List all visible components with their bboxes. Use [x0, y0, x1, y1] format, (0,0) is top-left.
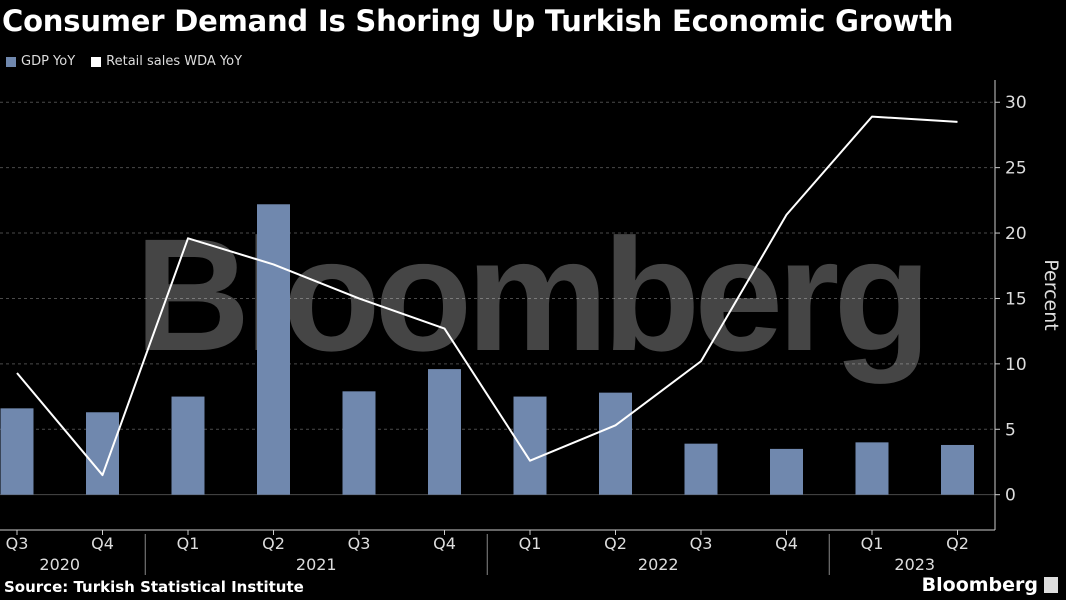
gdp-bar — [855, 442, 889, 495]
gdp-bar — [257, 204, 290, 495]
legend-label-gdp: GDP YoY — [21, 54, 76, 69]
y-tick-label: 10 — [1005, 355, 1027, 375]
source-note: Source: Turkish Statistical Institute — [4, 578, 304, 596]
y-tick-label: 5 — [1005, 420, 1016, 440]
gdp-bar — [86, 412, 119, 495]
retail-sales-line — [16, 115, 958, 477]
y-axis-label: Percent — [1040, 259, 1062, 331]
chart-title: Consumer Demand Is Shoring Up Turkish Ec… — [2, 4, 954, 38]
x-tick-label: Q4 — [433, 534, 456, 553]
x-tick-label: Q2 — [262, 534, 285, 553]
x-tick-label: Q3 — [690, 534, 713, 553]
legend: GDP YoY Retail sales WDA YoY — [6, 54, 242, 69]
x-tick-label: Q3 — [348, 534, 371, 553]
y-tick-label: 0 — [1005, 486, 1016, 506]
bloomberg-watermark: Bloomberg — [135, 205, 925, 384]
legend-swatch-retail — [91, 56, 102, 67]
gdp-bar — [770, 448, 803, 495]
x-tick-label: Q1 — [861, 534, 884, 553]
x-tick-label: Q4 — [91, 534, 114, 553]
y-tick-label: 30 — [1005, 93, 1027, 113]
gdp-bar — [171, 396, 205, 495]
gdp-bar — [941, 444, 974, 495]
brand-name: Bloomberg — [921, 574, 1038, 596]
y-tick-label: 15 — [1005, 289, 1027, 309]
x-tick-label: Q2 — [946, 534, 969, 553]
y-tick-label: 25 — [1005, 159, 1027, 179]
year-label: 2020 — [39, 555, 80, 574]
year-label: 2022 — [638, 555, 679, 574]
gdp-bar — [428, 369, 461, 495]
year-label: 2023 — [894, 555, 935, 574]
chart-icon — [1044, 577, 1058, 593]
x-tick-label: Q2 — [604, 534, 627, 553]
x-tick-label: Q1 — [519, 534, 542, 553]
legend-swatch-gdp — [6, 56, 16, 67]
gdp-bar — [0, 408, 34, 495]
legend-item-retail: Retail sales WDA YoY — [91, 54, 242, 69]
legend-label-retail: Retail sales WDA YoY — [106, 54, 243, 69]
x-tick-label: Q3 — [6, 534, 29, 553]
gdp-bar — [513, 396, 547, 495]
gdp-bar — [684, 443, 718, 495]
brand-logo: Bloomberg — [922, 574, 1058, 596]
y-tick-label: 20 — [1005, 224, 1027, 244]
legend-item-gdp: GDP YoY — [6, 54, 75, 69]
gdp-bar — [599, 392, 632, 495]
gdp-bar — [342, 391, 376, 495]
x-tick-label: Q1 — [177, 534, 200, 553]
year-label: 2021 — [296, 555, 337, 574]
x-tick-label: Q4 — [775, 534, 798, 553]
